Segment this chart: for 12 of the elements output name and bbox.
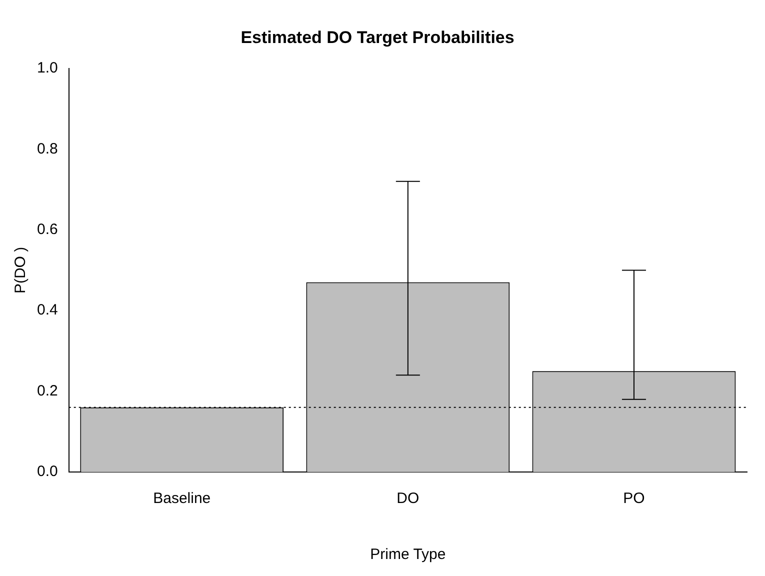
x-axis-title: Prime Type (370, 546, 446, 564)
x-tick-label: Baseline (153, 490, 211, 508)
y-axis-title: P(DO ) (12, 246, 30, 294)
chart-title: Estimated DO Target Probabilities (240, 28, 514, 47)
y-tick-label: 0.6 (36, 220, 58, 238)
x-tick-label: PO (623, 490, 645, 508)
y-tick-label: 1.0 (36, 60, 58, 77)
y-tick-label: 0.0 (36, 463, 58, 480)
y-tick-label: 0.8 (36, 140, 58, 158)
y-tick-label: 0.4 (36, 302, 58, 319)
y-tick-label: 0.2 (36, 382, 58, 400)
x-tick-label: DO (396, 490, 420, 508)
